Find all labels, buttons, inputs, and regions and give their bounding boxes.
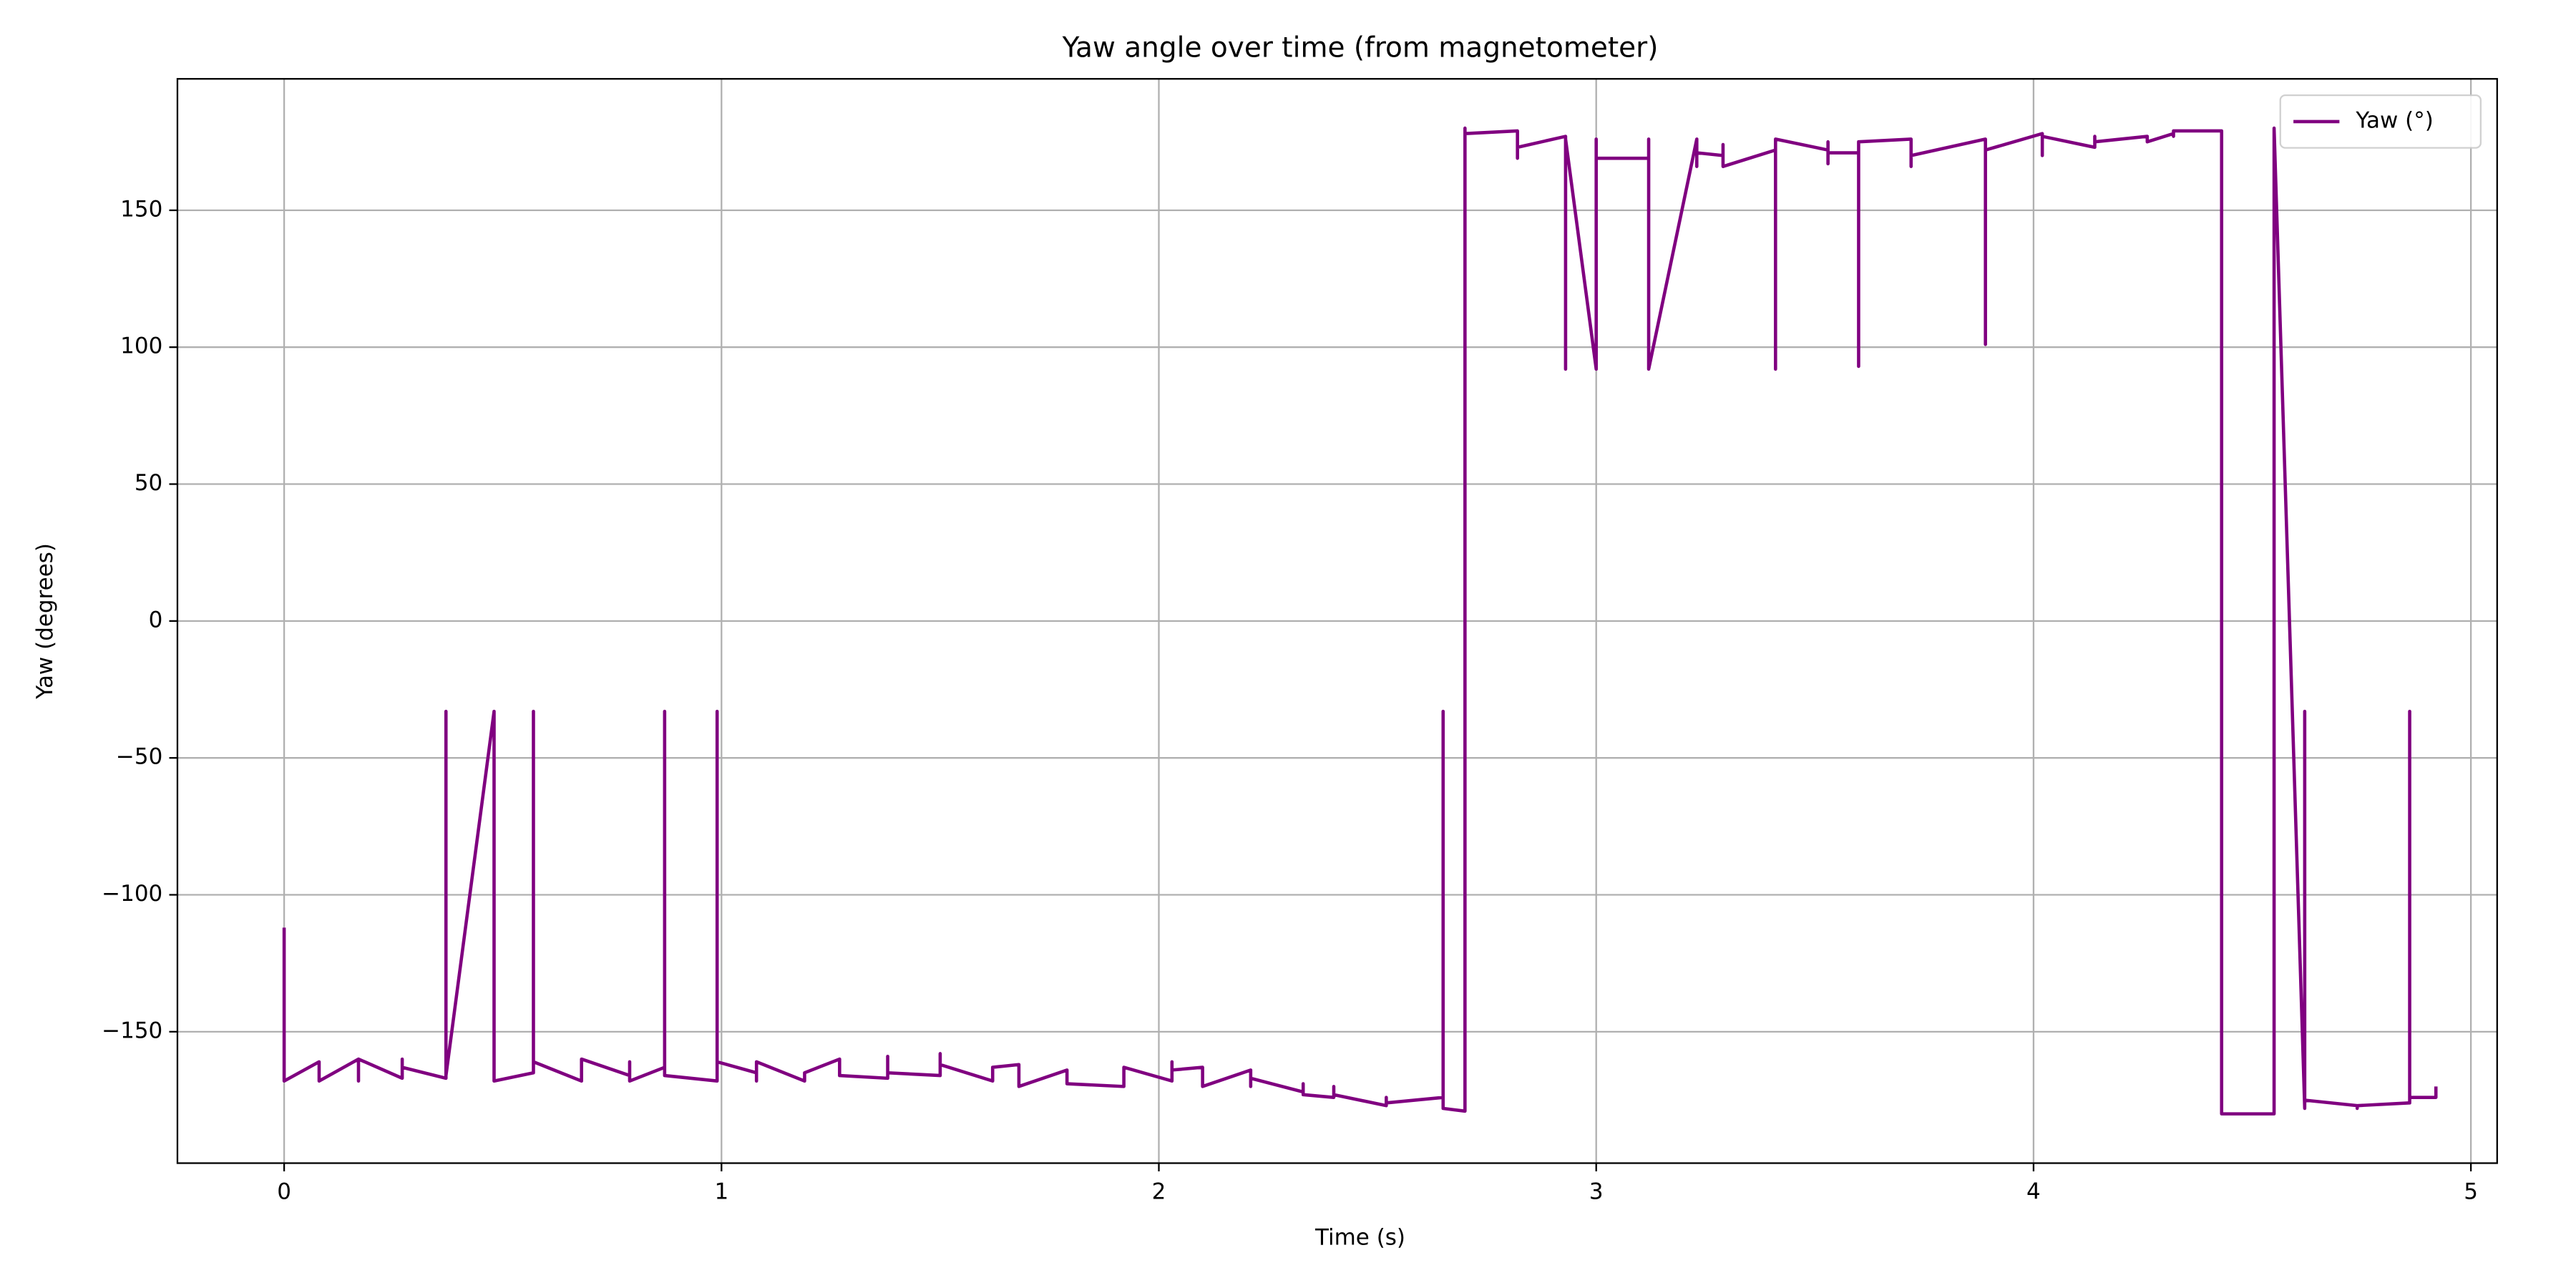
data-line (282, 126, 2438, 1116)
x-tick-label: 1 (714, 1179, 728, 1204)
x-tick-label: 5 (2464, 1179, 2478, 1204)
x-tick-label: 3 (1589, 1179, 1604, 1204)
y-tick-label: 50 (135, 470, 162, 496)
legend-label: Yaw (°) (2355, 107, 2434, 133)
y-tick-label: 150 (120, 196, 162, 222)
y-axis-label: Yaw (degrees) (32, 543, 58, 700)
y-tick-label: −150 (102, 1018, 162, 1043)
legend-box (2279, 94, 2482, 149)
y-tick-label: 0 (149, 607, 163, 633)
x-tick-label: 2 (1152, 1179, 1166, 1204)
plot-frame (176, 78, 2498, 1164)
x-axis-label: Time (s) (1314, 1225, 1405, 1251)
x-tick-label: 0 (277, 1179, 291, 1204)
y-tick-label: −100 (102, 881, 162, 907)
y-tick-label: −50 (116, 744, 162, 770)
chart-title: Yaw angle over time (from magnetometer) (1062, 31, 1659, 64)
y-tick-label: 100 (120, 333, 162, 359)
x-tick-label: 4 (2026, 1179, 2041, 1204)
